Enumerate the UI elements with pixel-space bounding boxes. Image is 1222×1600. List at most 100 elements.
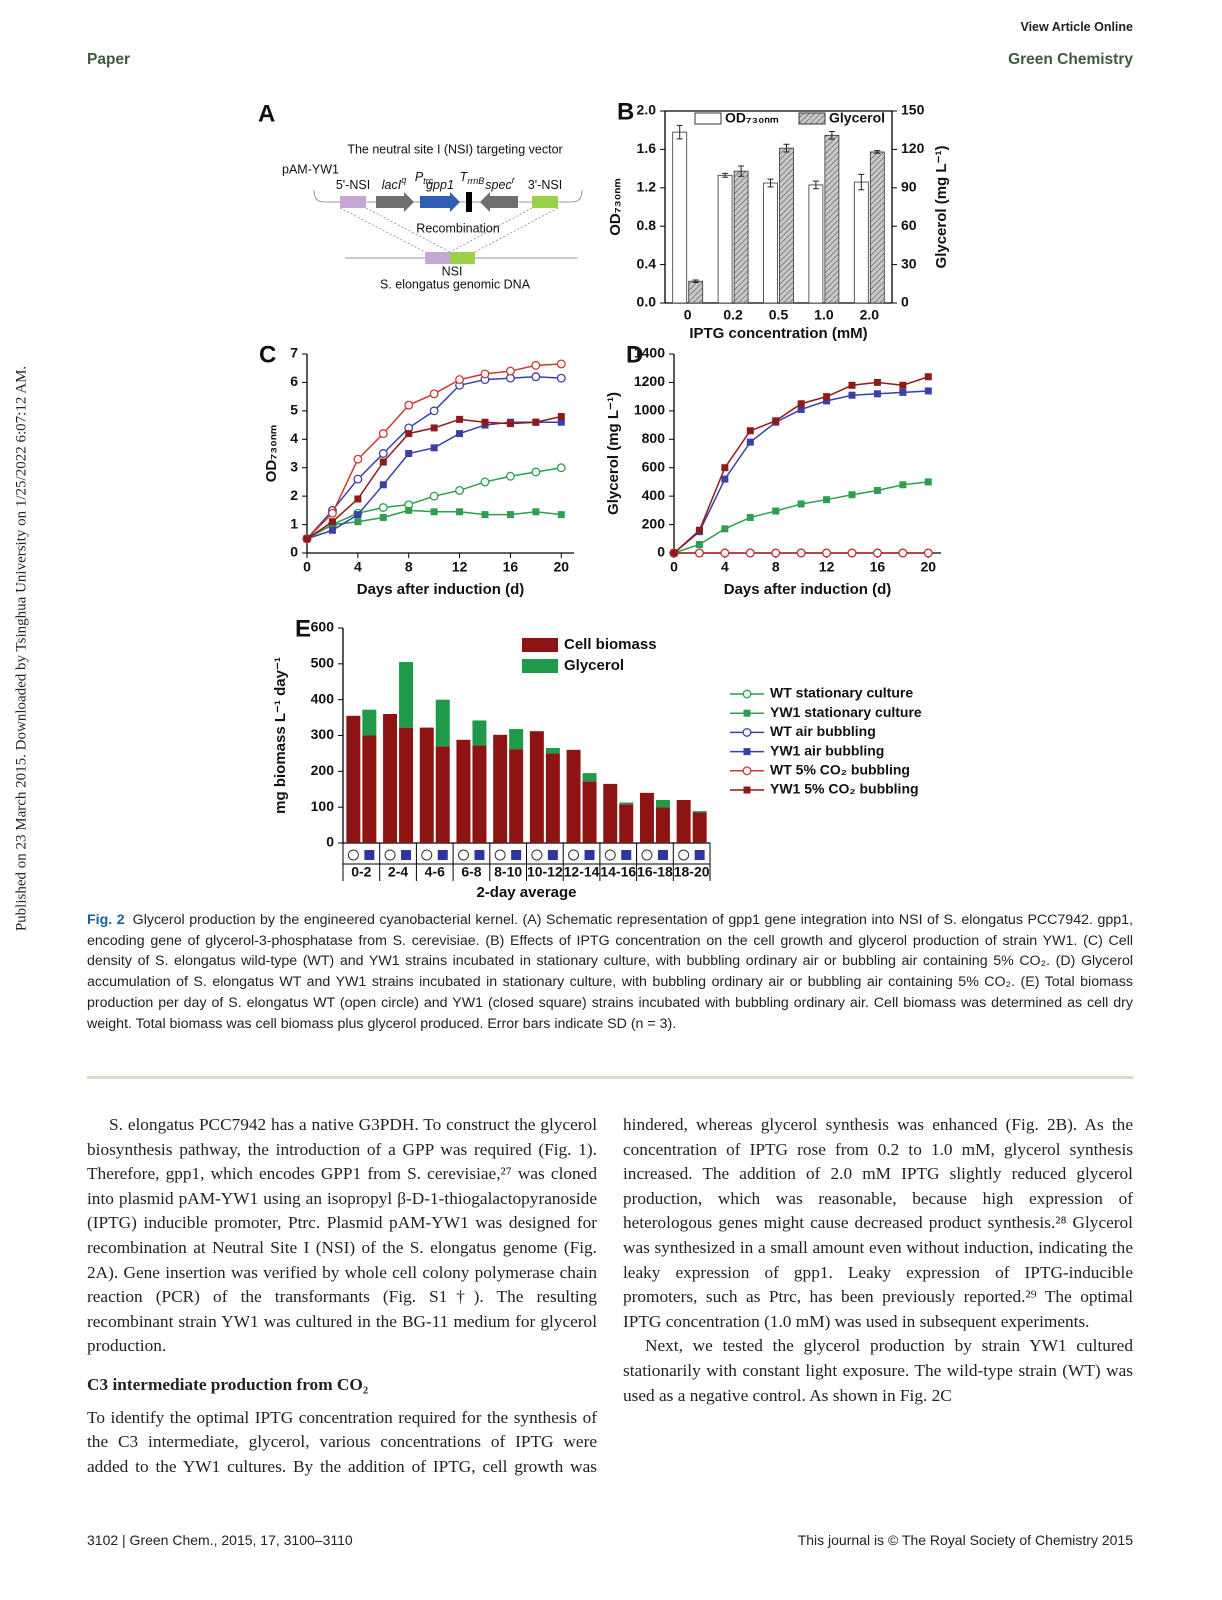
x-axis-label: 2-day average [476,884,576,901]
marker [872,548,882,558]
legend-label: WT 5% CO₂ bubbling [770,762,910,778]
bar-segment [639,792,654,843]
y-axis-label: mg biomass L⁻¹ day⁻¹ [272,657,289,814]
marker [506,420,514,428]
bar-segment [692,811,707,813]
y-tick-label: 4 [290,430,298,446]
group-symbol [437,850,448,860]
marker [746,438,754,446]
marker [823,496,831,504]
panel-label: A [258,100,275,127]
marker [557,413,565,421]
marker [771,548,781,558]
y-tick-label: 200 [311,762,335,778]
marker [430,444,438,452]
marker [327,508,337,518]
marker [746,513,754,521]
figure: A The neutral site I (NSI) targeting vec… [258,98,950,901]
gene-label: 5'-NSI [336,178,370,192]
error-bar [767,178,774,188]
bar [824,134,840,304]
marker [899,481,907,489]
marker [480,369,490,379]
subscript: rrnB [467,176,484,186]
y-tick-label: 300 [311,726,335,742]
x-tick-label: 12 [819,559,835,575]
journal-name: Green Chemistry [1008,51,1133,68]
bar-segment [435,746,450,843]
marker [695,526,703,534]
bar-segment [419,727,434,843]
bar-segment [692,812,707,843]
marker [481,418,489,426]
legend-swatch [522,659,558,673]
marker [505,366,515,376]
gene-name: gpp1 [426,178,454,192]
x-tick-label: 0.2 [723,307,743,323]
y2-tick-label: 0 [901,294,909,310]
marker [746,427,754,435]
y-tick-label: 800 [642,430,666,446]
legend-swatch [798,112,826,125]
bar-segment [676,800,691,843]
series-line [673,481,929,554]
marker [847,548,857,558]
y-tick-label: 1.2 [637,179,657,195]
x-tick-label: 0-2 [351,864,371,880]
gene-label: gpp1 [426,178,454,192]
marker [404,400,414,410]
series-line [306,415,562,540]
bar-segment [619,804,634,843]
nsi-5 [340,196,366,208]
gene-label: specr [485,175,515,192]
legend-swatch [694,112,722,125]
marker [455,486,465,495]
marker [797,400,805,408]
marker [328,526,336,534]
marker [378,449,388,458]
marker [823,397,831,405]
marker [429,491,439,501]
x-tick-label: 20 [920,559,936,575]
footer-left: 3102 | Green Chem., 2015, 17, 3100–3110 [87,1532,353,1548]
marker [848,391,856,399]
legend-label: OD₇₃₀ₙₘ [725,110,779,126]
y-axis-label: OD₇₃₀ₙₘ [607,178,624,236]
marker [556,359,566,369]
gene-label: 3'-NSI [528,178,562,192]
legend-swatch [522,638,558,652]
marker [822,548,832,558]
marker [556,463,566,473]
x-tick-label: 0 [303,559,311,575]
bar-segment [655,807,670,843]
panel-label: C [259,341,276,368]
marker [354,511,362,519]
x-tick-label: 2-4 [388,864,408,880]
bar-segment [472,745,487,843]
group-symbol [511,850,522,860]
panel-label: B [617,98,634,125]
bar-segment [509,749,524,843]
error-bar [692,279,699,284]
marker [670,549,678,557]
body-text: S. elongatus PCC7942 has a native G3PDH.… [87,1113,1133,1495]
bar-segment [399,727,414,843]
marker [923,548,933,558]
marker [772,507,780,515]
marker [873,390,881,398]
marker [848,381,856,389]
view-online-link[interactable]: View Article Online [1020,20,1133,34]
x-tick-label: 2.0 [860,307,880,323]
paragraph: S. elongatus PCC7942 has a native G3PDH.… [87,1115,597,1356]
recombination-label: Recombination [416,221,499,235]
marker [303,535,311,543]
x-tick-label: 10-12 [527,864,563,880]
group-symbol [421,849,433,861]
bar-segment [362,709,377,736]
marker [379,458,387,466]
laci-gene [376,192,414,212]
x-tick-label: 8 [772,559,780,575]
y-tick-label: 100 [311,798,335,814]
y-tick-label: 0.4 [637,255,657,271]
marker [531,467,541,477]
